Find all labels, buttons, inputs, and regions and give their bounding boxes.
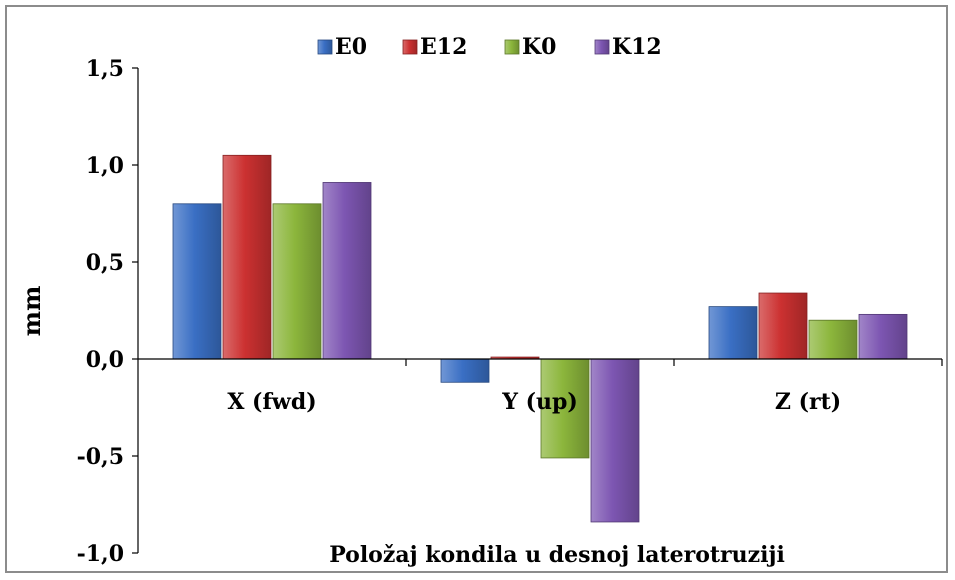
y-tick-label: 0,0: [86, 347, 124, 373]
legend-swatch: [402, 39, 418, 55]
axes: 1,5 1,0 0,5 0,0 -0,5 -1,0 X (fwd) Y (up) Z (rt): [77, 56, 943, 567]
bar: [858, 313, 908, 360]
legend-label: E12: [420, 34, 467, 60]
legend-swatch: [504, 39, 520, 55]
x-tick-label: Y (up): [501, 389, 578, 415]
bar: [440, 358, 490, 383]
legend-swatch: [594, 39, 610, 55]
y-tick-label: 1,5: [86, 56, 124, 82]
bar: [590, 358, 640, 523]
y-tick-label: -0,5: [77, 444, 124, 470]
bars: [172, 154, 908, 523]
legend-label: K12: [612, 34, 662, 60]
y-tick-label: -1,0: [77, 541, 124, 567]
y-tick-label: 1,0: [86, 153, 124, 179]
bar: [540, 358, 590, 459]
x-tick-label: Z (rt): [775, 389, 841, 415]
bar: [758, 292, 808, 360]
bar: [322, 182, 372, 360]
y-axis-label: mm: [17, 286, 46, 337]
bar: [272, 203, 322, 360]
legend-label: K0: [522, 34, 556, 60]
bar: [708, 306, 758, 360]
x-axis-label: Položaj kondila u desnoj laterotruziji: [329, 542, 785, 568]
legend-label: E0: [335, 34, 367, 60]
bar: [222, 154, 272, 360]
legend-swatch: [317, 39, 333, 55]
chart-frame: [5, 5, 948, 573]
x-tick-label: X (fwd): [227, 389, 316, 415]
y-tick-label: 0,5: [86, 250, 124, 276]
legend: E0 E12 K0 K12: [317, 34, 662, 60]
bar: [808, 319, 858, 360]
bar: [172, 203, 222, 360]
